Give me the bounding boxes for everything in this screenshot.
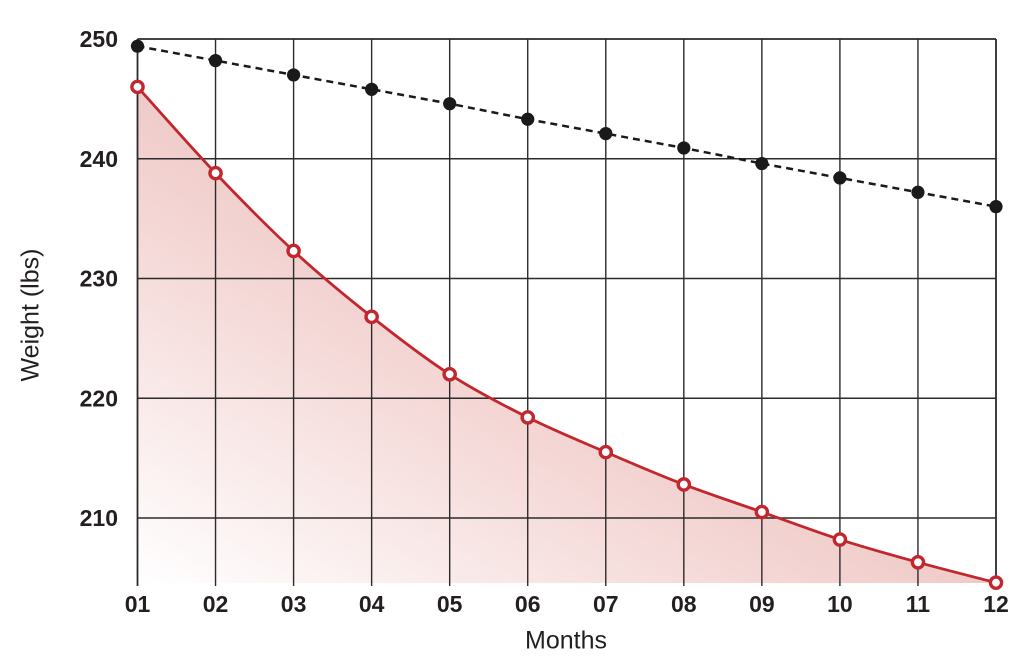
black-dashed-series-line bbox=[137, 44, 997, 208]
red-series-point bbox=[520, 410, 536, 425]
y-axis-tick-label: 250 bbox=[80, 26, 118, 52]
x-axis-tick-label: 05 bbox=[437, 591, 463, 617]
red-series-point bbox=[988, 575, 1004, 590]
red-series-point bbox=[442, 366, 457, 382]
black-series-point bbox=[365, 82, 379, 96]
y-axis-title: Weight (lbs) bbox=[16, 248, 45, 382]
red-series-point bbox=[754, 504, 770, 520]
black-series-point bbox=[208, 53, 223, 68]
x-axis-tick-label: 06 bbox=[515, 591, 541, 617]
black-series-point bbox=[521, 112, 535, 126]
black-series-point bbox=[833, 171, 847, 185]
x-axis-tick-label: 11 bbox=[906, 591, 931, 617]
x-axis-tick-label: 07 bbox=[593, 591, 619, 617]
x-axis-tick-label: 12 bbox=[983, 591, 1009, 617]
x-axis-tick-label: 04 bbox=[359, 591, 385, 617]
x-axis-tick-label: 09 bbox=[749, 591, 775, 617]
y-axis-tick-label: 210 bbox=[80, 505, 118, 531]
black-series-point bbox=[443, 97, 457, 111]
red-series-point bbox=[598, 444, 614, 460]
x-axis-tick-label: 10 bbox=[827, 591, 853, 617]
y-axis-tick-label: 220 bbox=[80, 385, 118, 411]
x-axis-title: Months bbox=[525, 626, 607, 655]
red-series-point bbox=[676, 477, 692, 492]
black-series-point bbox=[677, 141, 691, 155]
y-axis-tick-label: 230 bbox=[80, 266, 118, 292]
red-series-area-fill bbox=[137, 86, 996, 583]
y-axis-tick-label: 240 bbox=[80, 146, 118, 172]
black-series-point bbox=[286, 68, 301, 82]
red-series-point bbox=[910, 555, 926, 570]
black-series-point bbox=[755, 156, 769, 171]
black-series-point bbox=[599, 127, 613, 141]
red-series-point bbox=[364, 309, 379, 325]
x-axis-tick-label: 01 bbox=[125, 591, 151, 617]
x-axis-tick-label: 02 bbox=[203, 591, 229, 617]
red-series-point bbox=[208, 165, 223, 181]
x-axis-tick-label: 03 bbox=[281, 591, 307, 617]
x-axis-tick-label: 08 bbox=[671, 591, 697, 617]
red-series-point bbox=[832, 532, 848, 547]
red-series-point bbox=[286, 243, 301, 259]
black-series-point bbox=[130, 39, 145, 53]
black-series-point bbox=[989, 200, 1003, 214]
red-series-point bbox=[130, 79, 145, 95]
black-series-point bbox=[911, 185, 925, 199]
